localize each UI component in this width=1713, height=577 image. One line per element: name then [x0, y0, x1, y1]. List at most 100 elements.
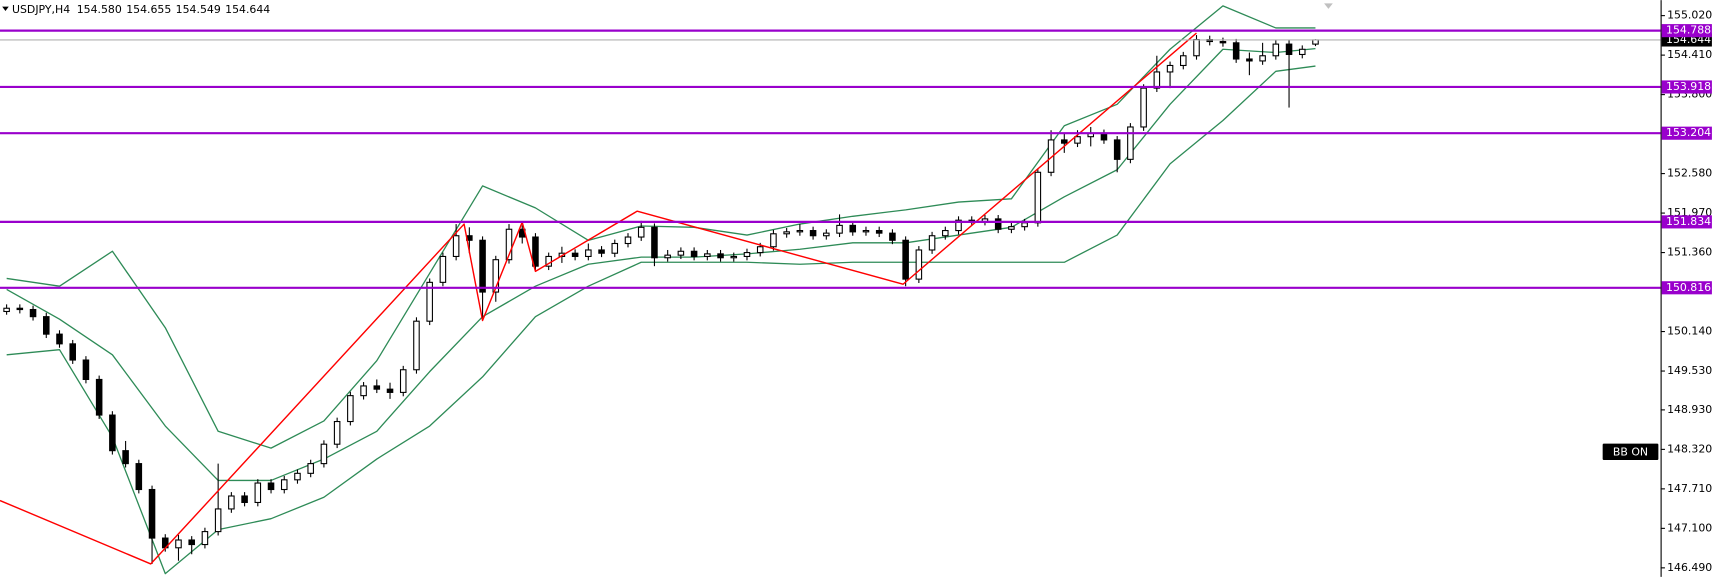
candle-body — [386, 388, 394, 393]
candle-body — [1034, 171, 1042, 224]
level-label-box — [1661, 126, 1712, 140]
price-axis: 155.020154.410153.800152.580151.970151.3… — [1660, 9, 1712, 574]
level-label-box — [1661, 281, 1712, 295]
candle-body — [928, 235, 936, 251]
candle-body — [1153, 71, 1161, 89]
candle-body — [1246, 58, 1253, 62]
y-tick-label: 146.490 — [1667, 561, 1712, 574]
y-tick-label: 150.140 — [1667, 325, 1712, 338]
y-tick-label: 154.410 — [1667, 48, 1712, 61]
candle-body — [624, 236, 632, 245]
candle-body — [651, 226, 658, 259]
candle-body — [585, 249, 592, 258]
candle-body — [770, 233, 777, 248]
candle-body — [280, 479, 288, 491]
low-quote: 154.549 — [176, 3, 221, 16]
y-tick-label: 149.530 — [1667, 364, 1712, 377]
candle-body — [942, 230, 949, 237]
candle-body — [889, 232, 896, 241]
candle-body — [1219, 40, 1227, 44]
candle-body — [320, 443, 328, 465]
y-tick-label: 151.360 — [1667, 246, 1712, 259]
candle-body — [82, 359, 90, 381]
candle-body — [505, 228, 513, 261]
candle-body — [1166, 64, 1174, 73]
y-tick-label: 152.580 — [1667, 167, 1712, 180]
candle-body — [1074, 136, 1081, 144]
candle-body — [1272, 43, 1280, 57]
chart-header: USDJPY,H4 154.580 154.655 154.549 154.644 — [12, 3, 270, 16]
candle-body — [254, 482, 262, 504]
candle-body — [307, 463, 314, 474]
candle-body — [1061, 139, 1068, 144]
y-tick-label: 147.710 — [1667, 482, 1712, 495]
y-tick-label: 148.930 — [1667, 403, 1712, 416]
candle-body — [399, 369, 407, 393]
candle-body — [1140, 87, 1147, 128]
candle-body — [571, 252, 579, 258]
candle-body — [347, 395, 354, 423]
level-label: 154.788 — [1666, 24, 1711, 37]
candle-body — [902, 239, 909, 280]
candle-body — [175, 539, 182, 549]
candle-body — [704, 253, 711, 258]
candle-body — [1312, 39, 1319, 45]
candle-body — [743, 252, 751, 258]
candle-body — [796, 230, 804, 233]
candle-body — [95, 378, 103, 416]
high-quote: 154.655 — [126, 3, 171, 16]
candle-body — [42, 316, 50, 335]
bb-button-box — [1602, 443, 1659, 461]
candle-body — [809, 230, 817, 237]
open-quote: 154.580 — [77, 3, 122, 16]
candle-body — [439, 255, 447, 283]
candle-body — [360, 385, 367, 397]
y-tick-label: 155.020 — [1667, 9, 1712, 22]
candle-body — [875, 230, 883, 234]
candle-body — [16, 307, 24, 311]
candle-body — [849, 224, 857, 233]
candle-body — [188, 539, 195, 546]
candle-body — [1100, 132, 1108, 141]
candle-body — [836, 224, 843, 234]
candle-body — [267, 482, 275, 491]
candle-body — [109, 414, 116, 452]
candle-body — [373, 385, 381, 390]
candle-body — [1113, 139, 1121, 160]
candle-body — [122, 450, 129, 465]
candle-body — [730, 255, 738, 259]
candle-body — [413, 320, 420, 371]
candle-body — [823, 232, 830, 237]
y-tick-label: 148.320 — [1667, 442, 1712, 455]
level-label-box — [1661, 24, 1712, 38]
level-label: 153.204 — [1666, 126, 1711, 139]
candle-body — [3, 307, 10, 313]
candle-body — [783, 231, 790, 235]
menu-arrow[interactable] — [2, 6, 9, 12]
candle-body — [1232, 42, 1240, 60]
candle-body — [492, 259, 500, 293]
candle-body — [1008, 226, 1015, 230]
candle-body — [1021, 222, 1028, 228]
candle-body — [862, 230, 870, 233]
candle-body — [201, 531, 209, 546]
level-label: 151.834 — [1666, 215, 1711, 228]
bb-button-label[interactable]: BB ON — [1613, 445, 1648, 458]
bb-button[interactable]: BB ON — [1602, 443, 1659, 461]
candle-body — [426, 281, 433, 322]
close-quote: 154.644 — [225, 3, 270, 16]
candle-body — [994, 218, 1002, 230]
shift-marker — [1324, 3, 1333, 9]
candle-body — [69, 343, 76, 361]
symbol: USDJPY,H4 — [12, 3, 70, 16]
candle-body — [1193, 39, 1200, 57]
candle-body — [135, 463, 143, 491]
candle-body — [214, 508, 222, 533]
candle-body — [1180, 55, 1187, 67]
candle-body — [294, 472, 301, 481]
candle-body — [611, 242, 619, 254]
candle-body — [955, 219, 962, 232]
band-lower — [6, 65, 1316, 575]
